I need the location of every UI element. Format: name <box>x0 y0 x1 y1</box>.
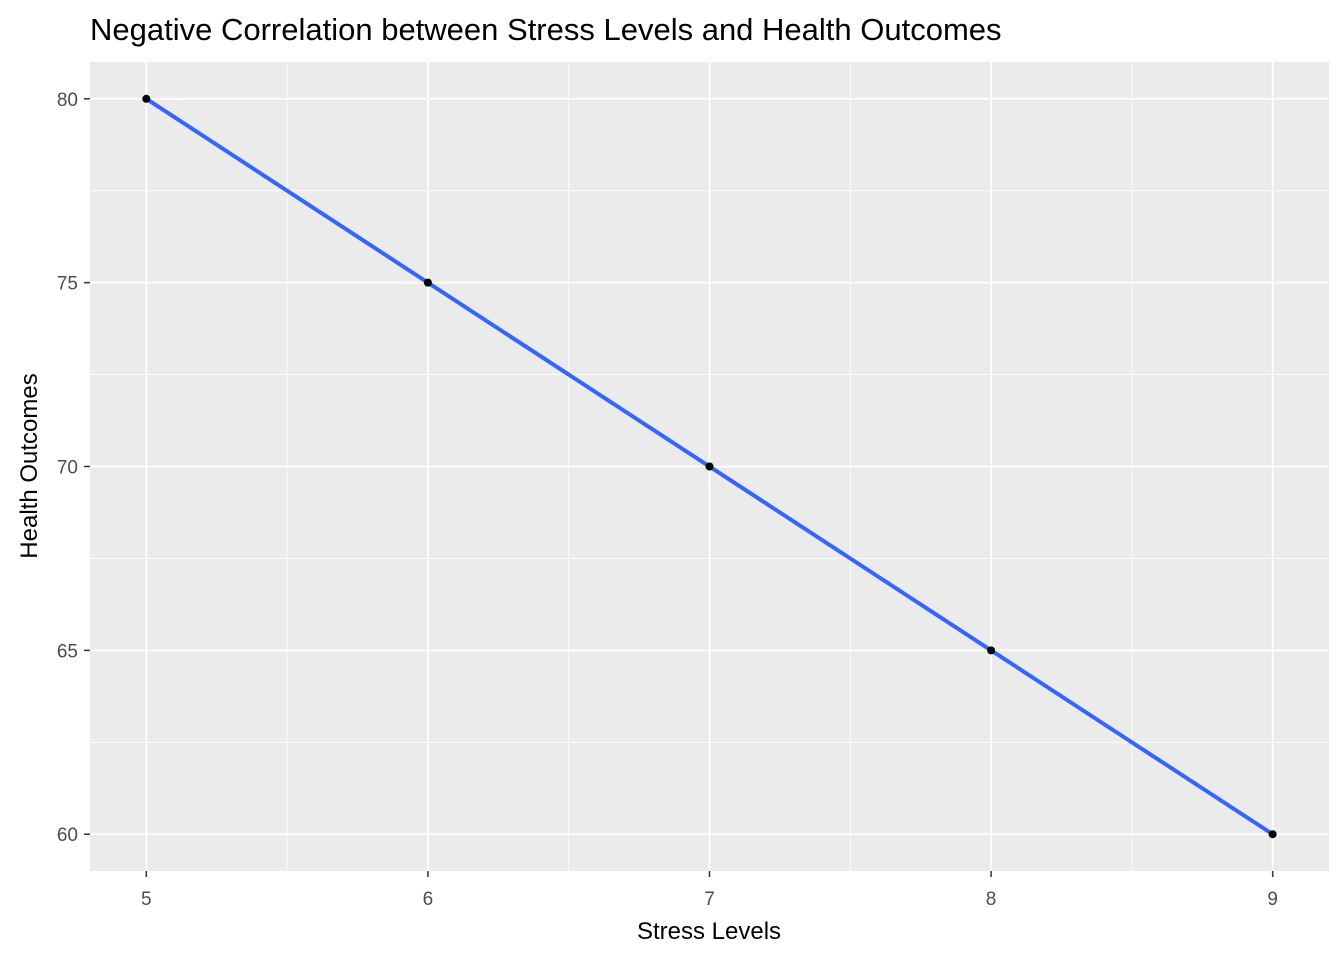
y-tick-label: 65 <box>57 641 78 662</box>
y-tick-label: 70 <box>57 458 78 479</box>
data-point <box>142 94 151 103</box>
data-point <box>423 278 432 287</box>
x-axis-title: Stress Levels <box>637 918 781 945</box>
points-layer <box>142 94 1277 839</box>
data-point <box>1268 830 1277 839</box>
y-axis-title: Health Outcomes <box>16 373 43 558</box>
x-tick-label: 9 <box>1267 889 1278 910</box>
x-tick-label: 5 <box>141 889 152 910</box>
data-point <box>987 646 996 655</box>
y-tick-label: 75 <box>57 274 78 295</box>
data-point <box>705 462 714 471</box>
y-tick-label: 80 <box>57 90 78 111</box>
y-axis: 60 65 70 75 80 <box>57 90 90 846</box>
x-axis: 5 6 7 8 9 <box>141 871 1278 910</box>
chart-title: Negative Correlation between Stress Leve… <box>90 12 1002 47</box>
x-tick-label: 7 <box>704 889 715 910</box>
y-tick-label: 60 <box>57 825 78 846</box>
x-tick-label: 8 <box>986 889 997 910</box>
x-tick-label: 6 <box>423 889 434 910</box>
